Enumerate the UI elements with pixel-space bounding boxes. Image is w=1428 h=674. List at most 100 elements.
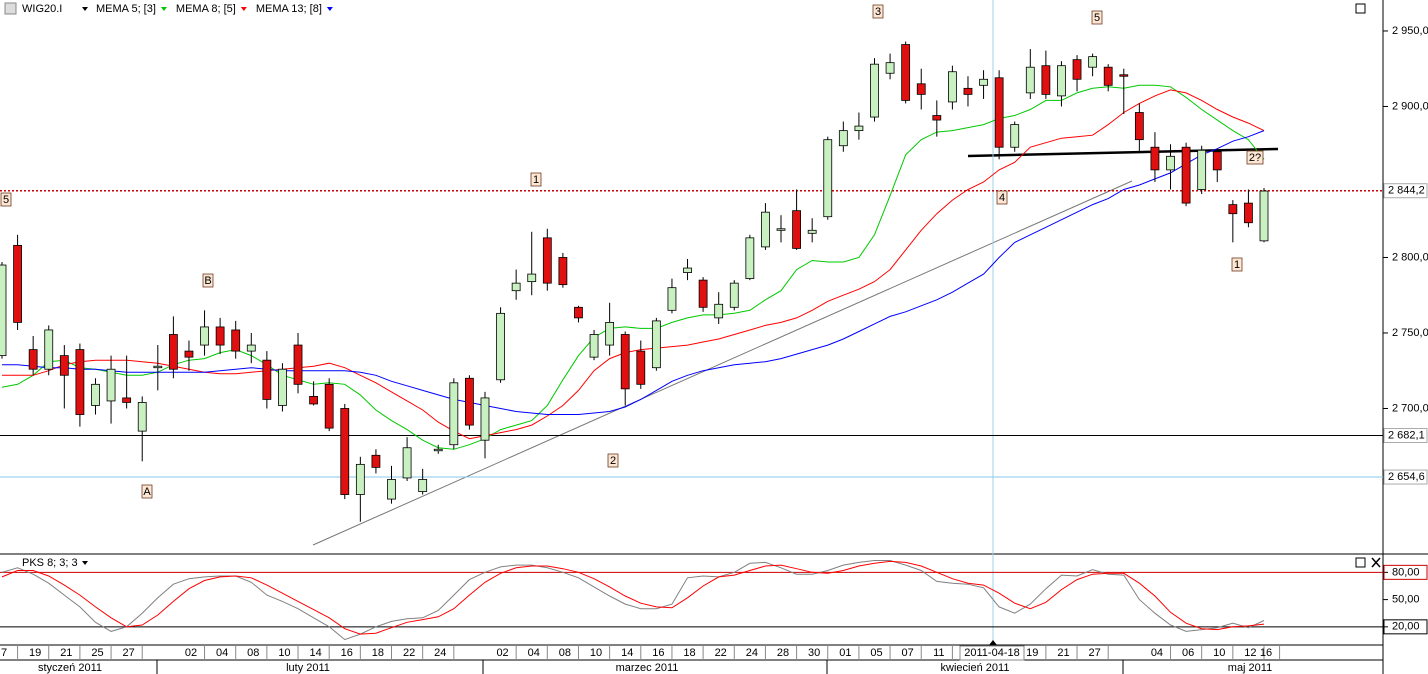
x-tick-label: 19 — [1026, 647, 1038, 659]
maximize-button[interactable] — [1355, 3, 1366, 14]
x-tick-label: 10 — [1213, 647, 1225, 659]
month-label: kwiecień 2011 — [941, 662, 1010, 674]
x-tick-label: 02 — [496, 647, 508, 659]
candle-body — [137, 402, 147, 432]
legend-symbol[interactable]: WIG20.I — [22, 3, 62, 15]
level-label-box — [1383, 469, 1428, 485]
candle-body — [44, 329, 54, 370]
candle-body — [1041, 65, 1051, 95]
legend-item[interactable]: MEMA 5; [3] — [96, 3, 156, 15]
candle-body — [729, 282, 739, 308]
x-tick-label: 18 — [683, 647, 695, 659]
y-tick-label: 2 900,0 — [1392, 100, 1428, 112]
annotation: 3 — [875, 6, 881, 18]
candle-body — [1072, 59, 1082, 80]
x-tick-label: 25 — [91, 647, 103, 659]
annotation: 2? — [1249, 152, 1261, 164]
annotation-box — [1246, 150, 1264, 165]
x-tick-label: 12 — [1244, 647, 1256, 659]
y-tick-label: 2 750,0 — [1392, 327, 1428, 339]
x-tick-label: 22 — [715, 647, 727, 659]
candle-body — [542, 237, 552, 284]
annotation: 4 — [999, 192, 1005, 204]
month-label: luty 2011 — [286, 662, 330, 674]
level-label: 2 654,6 — [1388, 471, 1425, 483]
candle-body — [947, 71, 957, 103]
level-label-box — [1383, 619, 1428, 635]
candle-body — [1244, 202, 1253, 224]
x-tick-label: 14 — [309, 647, 321, 659]
candle-body — [496, 312, 505, 381]
candle-body — [683, 267, 692, 273]
y-tick-label: 50,00 — [1392, 593, 1420, 605]
level-label-box — [1383, 183, 1428, 199]
candle-body — [1103, 66, 1113, 86]
candle-body — [963, 87, 973, 95]
candle-body — [402, 447, 412, 479]
candle-body — [636, 350, 646, 385]
dropdown[interactable] — [82, 561, 88, 565]
candle-body — [1197, 149, 1207, 190]
x-tick-label: 08 — [559, 647, 571, 659]
legend-item[interactable]: MEMA 13; [8] — [256, 3, 322, 15]
close-button[interactable] — [1371, 557, 1381, 568]
annotation: 1 — [1234, 259, 1240, 271]
x-tick-label: 30 — [808, 647, 820, 659]
candle-body — [1119, 74, 1129, 77]
candle-body — [184, 350, 194, 358]
x-tick-label: 18 — [372, 647, 384, 659]
candle-body — [792, 210, 801, 249]
y-tick-label: 20,00 — [1392, 621, 1420, 633]
x-tick-label: 16 — [341, 647, 353, 659]
candle-body — [761, 211, 770, 248]
annotation: 5 — [1094, 12, 1100, 24]
candle-body — [28, 349, 38, 370]
candle-body — [480, 397, 490, 441]
annotation: A — [143, 486, 151, 498]
x-tick-label: 19 — [29, 647, 41, 659]
candle-body — [1259, 190, 1269, 242]
candle-body — [1025, 66, 1035, 94]
indicator-title[interactable]: PKS 8; 3; 3 — [22, 557, 78, 569]
symbol-icon[interactable] — [4, 2, 17, 15]
y-tick-label: 2 800,0 — [1392, 251, 1428, 263]
annotation-box — [872, 4, 884, 19]
x-tick-label: 27 — [1088, 647, 1100, 659]
candle-body — [1134, 112, 1144, 141]
candle-body — [91, 383, 100, 406]
candle-body — [589, 334, 599, 358]
maximize-button[interactable] — [1355, 557, 1366, 568]
candle-body — [916, 83, 926, 95]
annotation: B — [204, 275, 211, 287]
x-tick-label: 05 — [870, 647, 882, 659]
x-tick-label: 04 — [216, 647, 228, 659]
dropdown[interactable] — [82, 7, 88, 11]
annotation: 1 — [533, 174, 539, 186]
candle-body — [620, 334, 630, 390]
candle-body — [293, 344, 303, 385]
candle-body — [106, 368, 116, 402]
y-tick-label: 2 700,0 — [1392, 402, 1428, 414]
candle-body — [558, 257, 568, 286]
x-tick-label: 22 — [403, 647, 415, 659]
candle-body — [574, 306, 583, 319]
annotation-box — [530, 172, 542, 187]
candle-body — [605, 322, 615, 346]
ma-line — [1, 84, 1265, 450]
candle-body — [1166, 155, 1175, 171]
legend-item[interactable]: MEMA 8; [5] — [176, 3, 236, 15]
candle-body — [1088, 56, 1098, 68]
month-label: styczeń 2011 — [38, 662, 102, 674]
candle-body — [651, 320, 661, 369]
candle-body — [0, 264, 7, 357]
annotation-box — [202, 273, 214, 288]
candle-body — [698, 279, 708, 308]
candle-body — [1212, 151, 1222, 171]
annotation-box — [607, 453, 619, 468]
candle-body — [387, 479, 396, 500]
trend-line — [967, 147, 1279, 158]
x-tick-label: 28 — [777, 647, 789, 659]
candle-body — [838, 130, 848, 147]
